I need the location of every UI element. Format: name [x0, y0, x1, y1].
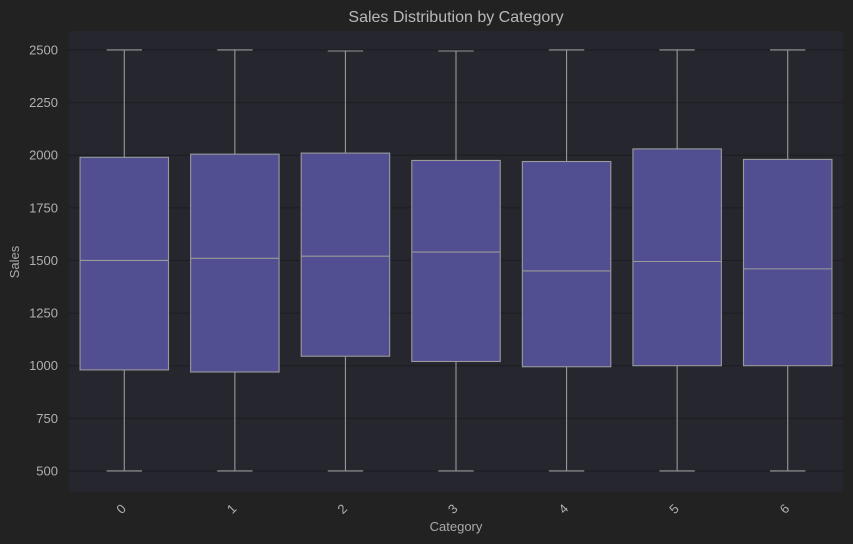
- box-group: [521, 49, 612, 472]
- box-iqr: [300, 152, 391, 357]
- box-group: [411, 50, 501, 472]
- x-tick-label: 4: [556, 501, 572, 517]
- box-group: [190, 49, 280, 472]
- box-iqr: [742, 158, 833, 367]
- y-tick-label: 1750: [29, 200, 58, 215]
- box-iqr: [411, 159, 501, 363]
- box-group: [632, 49, 722, 472]
- box-iqr: [521, 160, 612, 368]
- boxes-layer: [79, 49, 833, 472]
- y-tick-label: 1250: [29, 306, 58, 321]
- y-tick-label: 1500: [29, 253, 58, 268]
- x-tick-label: 6: [777, 501, 793, 517]
- y-tick-label: 1000: [29, 358, 58, 373]
- x-tick-label: 3: [445, 501, 461, 517]
- y-axis-ticks: 500 750 1000 1250 1500 1750 2000 2250 2500: [29, 42, 58, 478]
- box-iqr: [632, 148, 722, 367]
- x-axis-ticks: 0 1 2 3 4 5 6: [113, 501, 792, 517]
- y-axis-label: Sales: [7, 245, 22, 278]
- y-tick-label: 750: [36, 411, 58, 426]
- x-axis-label: Category: [430, 519, 483, 534]
- box-group: [742, 49, 833, 472]
- box-group: [79, 49, 170, 472]
- chart-title: Sales Distribution by Category: [348, 9, 563, 26]
- x-tick-label: 2: [334, 501, 350, 517]
- box-iqr: [190, 153, 280, 373]
- box-iqr: [79, 156, 170, 371]
- y-tick-label: 500: [36, 463, 58, 478]
- box-group: [300, 50, 391, 472]
- x-tick-label: 0: [113, 501, 129, 517]
- x-tick-label: 1: [224, 501, 240, 517]
- y-tick-label: 2500: [29, 42, 58, 57]
- y-tick-label: 2000: [29, 148, 58, 163]
- x-tick-label: 5: [666, 501, 682, 517]
- y-tick-label: 2250: [29, 95, 58, 110]
